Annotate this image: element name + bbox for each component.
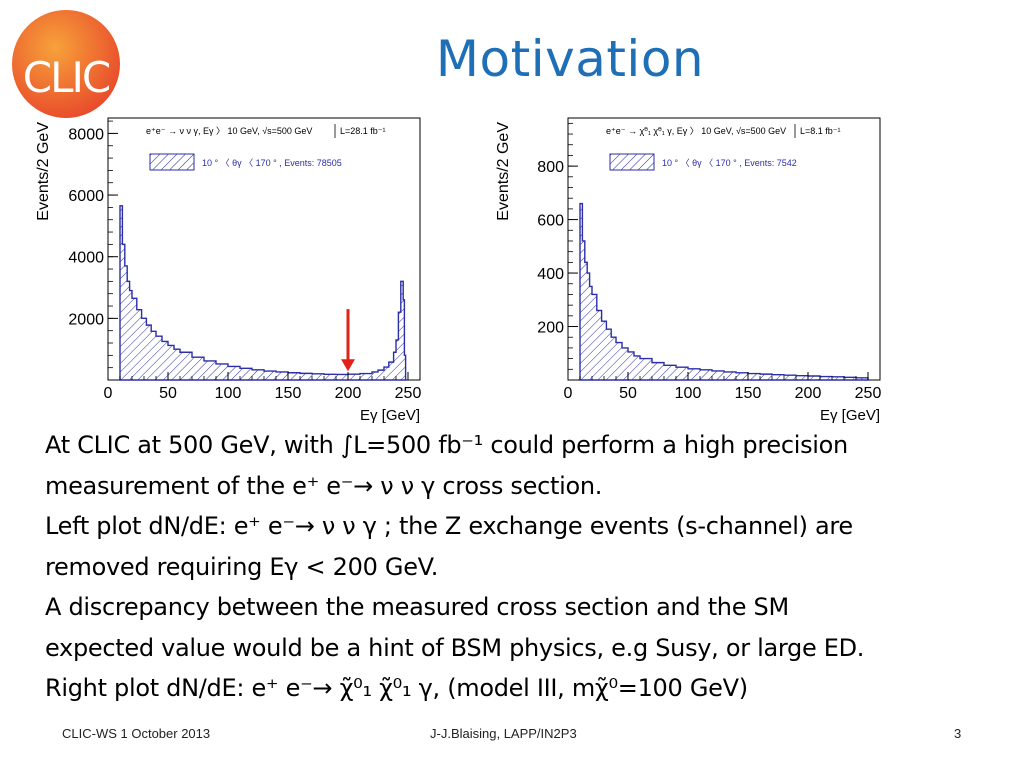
x-tick-label: 100 [675, 385, 702, 402]
footer-date: CLIC-WS 1 October 2013 [62, 726, 211, 741]
chart-right: 0 50 100 150 200 250 200 400 600 800 Eγ [GeV] Event… [492, 112, 892, 424]
cut-arrow-head [341, 359, 355, 372]
luminosity-label: L=8.1 fb⁻¹ [800, 126, 841, 136]
chart-title: e⁺e⁻ → ν ν γ, Eγ 〉 10 GeV, √s=500 GeV [146, 126, 312, 136]
x-tick-label: 50 [159, 385, 177, 402]
body-line: expected value would be a hint of BSM ph… [45, 633, 865, 662]
x-tick-label: 150 [735, 385, 762, 402]
x-tick-label: 200 [795, 385, 822, 402]
chart-left: 0 50 100 150 200 250 2000 4000 6000 8000 Eγ [GeV] E… [32, 112, 432, 424]
x-tick-label: 200 [335, 385, 362, 402]
y-tick-label: 400 [537, 266, 564, 283]
logo-circle [12, 10, 120, 118]
body-line: A discrepancy between the measured cross… [45, 593, 789, 621]
x-tick-label: 250 [395, 385, 422, 402]
body-text: At CLIC at 500 GeV, with ∫L=500 fb⁻¹ cou… [45, 425, 1005, 709]
body-line: Left plot dN/dE: e⁺ e⁻→ ν ν γ ; the Z ex… [45, 512, 853, 540]
page-title: Motivation [435, 30, 705, 88]
x-tick-label: 150 [275, 385, 302, 402]
y-tick-label: 4000 [68, 250, 104, 267]
histogram-series [119, 205, 407, 381]
legend-label: 10 ° 〈 θγ 〈 170 ° , Events: 78505 [202, 158, 342, 168]
legend-swatch [149, 153, 195, 171]
y-axis-label: Events/2 GeV [35, 122, 52, 221]
x-tick-label: 100 [215, 385, 242, 402]
x-tick-label: 50 [619, 385, 637, 402]
y-tick-label: 800 [537, 159, 564, 176]
x-tick-label: 0 [564, 385, 573, 402]
clic-logo: CLIC [12, 10, 120, 118]
x-axis-label: Eγ [GeV] [820, 407, 880, 424]
body-line: removed requiring Eγ < 200 GeV. [45, 552, 439, 581]
body-line: measurement of the e⁺ e⁻→ ν ν γ cross se… [45, 471, 603, 500]
footer-author: J-J.Blaising, LAPP/IN2P3 [430, 726, 577, 741]
chart-title: e⁺e⁻ → χ̃⁰₁ χ̃⁰₁ γ, Eγ 〉 10 GeV, √s=500 … [606, 126, 786, 136]
y-tick-label: 600 [537, 213, 564, 230]
x-tick-label: 250 [855, 385, 882, 402]
body-line: At CLIC at 500 GeV, with ∫L=500 fb⁻¹ cou… [45, 431, 848, 459]
x-tick-label: 0 [104, 385, 113, 402]
y-tick-label: 2000 [68, 311, 104, 328]
y-tick-label: 200 [537, 320, 564, 337]
page-number: 3 [954, 726, 962, 741]
logo-text: CLIC [23, 53, 110, 102]
luminosity-label: L=28.1 fb⁻¹ [340, 126, 386, 136]
y-tick-label: 6000 [68, 188, 104, 205]
x-axis-label: Eγ [GeV] [360, 407, 420, 424]
legend-label: 10 ° 〈 θγ 〈 170 ° , Events: 7542 [662, 158, 797, 168]
legend-swatch [609, 153, 655, 171]
y-axis-label: Events/2 GeV [495, 122, 512, 221]
y-tick-label: 8000 [68, 126, 104, 143]
body-line: Right plot dN/dE: e⁺ e⁻→ χ̃⁰₁ χ̃⁰₁ γ, (m… [45, 674, 748, 702]
